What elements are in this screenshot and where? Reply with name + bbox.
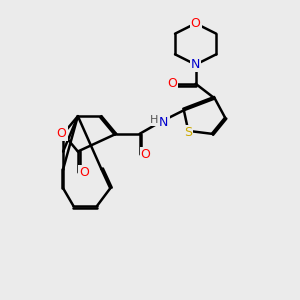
Text: O: O [79,166,89,178]
Text: H: H [150,115,158,125]
Text: O: O [191,17,201,30]
Text: O: O [57,127,67,140]
Text: S: S [184,126,192,139]
Text: N: N [159,116,169,129]
Text: O: O [167,77,177,90]
Text: N: N [191,58,200,71]
Text: O: O [141,148,151,161]
